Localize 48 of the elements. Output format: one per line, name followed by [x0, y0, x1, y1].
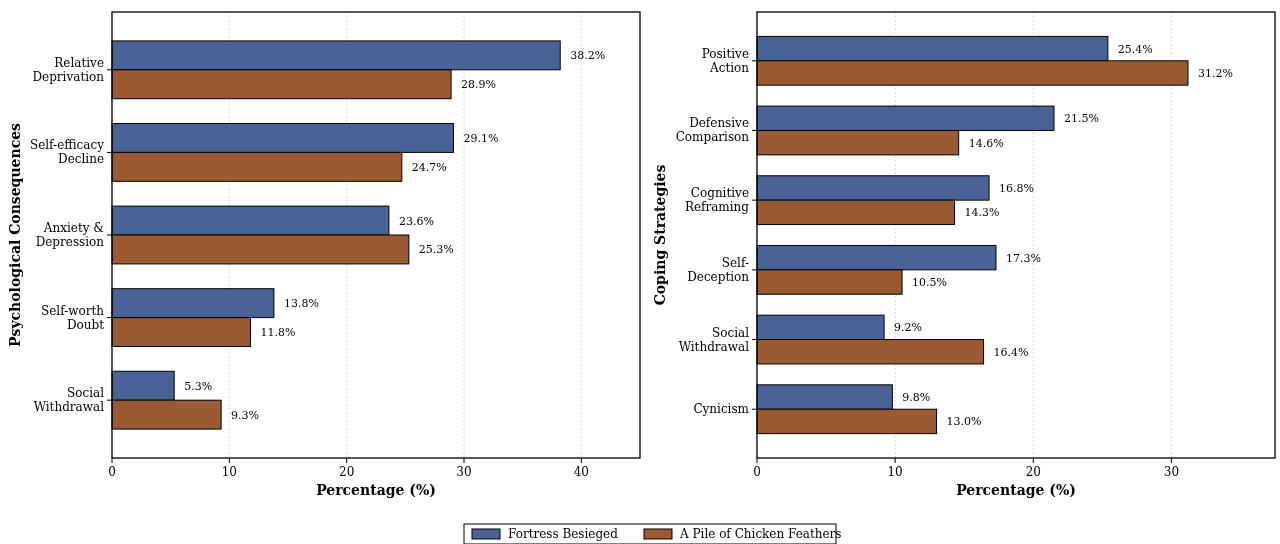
data-label: 25.4% [1117, 42, 1153, 56]
x-axis-title: Percentage (%) [956, 482, 1076, 498]
y-tick-label: Self- Deception [687, 255, 750, 284]
y-tick-label: Cynicism [693, 402, 750, 417]
x-tick-label: 0 [108, 465, 116, 479]
legend-label: A Pile of Chicken Feathers [679, 527, 842, 541]
x-axis-title: Percentage (%) [316, 482, 436, 498]
data-label: 38.2% [570, 49, 606, 63]
data-label: 16.4% [993, 345, 1029, 359]
data-label: 14.6% [968, 136, 1004, 150]
x-tick-label: 0 [753, 465, 761, 479]
data-label: 16.8% [999, 181, 1035, 195]
data-label: 5.3% [184, 379, 213, 393]
y-axis-title: Coping Strategies [652, 164, 668, 306]
x-tick-label: 10 [887, 465, 903, 479]
data-label: 17.3% [1005, 251, 1041, 265]
y-axis-title: Psychological Consequences [7, 122, 23, 347]
y-tick-label: Self-efficacy Decline [29, 138, 105, 167]
data-label: 9.8% [902, 391, 931, 405]
data-label: 21.5% [1063, 112, 1099, 126]
x-tick-label: 20 [1025, 465, 1041, 479]
data-label: 13.0% [946, 415, 982, 429]
data-label: 10.5% [912, 276, 947, 290]
data-label: 25.3% [418, 243, 454, 257]
x-tick-label: 20 [339, 465, 355, 479]
y-tick-label: Positive Action [701, 46, 750, 75]
x-tick-label: 30 [1163, 465, 1180, 479]
y-tick-label: Cognitive Reframing [684, 186, 750, 215]
x-tick-label: 10 [221, 465, 237, 479]
data-label: 14.3% [964, 206, 1000, 220]
data-label: 11.8% [260, 326, 296, 340]
y-tick-label: Social Withdrawal [678, 325, 750, 354]
data-label: 24.7% [411, 160, 447, 174]
data-label: 28.9% [461, 78, 497, 92]
y-tick-label: Self-worth Doubt [40, 303, 105, 332]
y-tick-label: Defensive Comparison [675, 116, 750, 145]
y-tick-label: Social Withdrawal [33, 386, 105, 415]
y-tick-label: Relative Deprivation [32, 55, 105, 84]
data-label: 9.3% [231, 408, 260, 422]
x-tick-label: 40 [573, 465, 589, 479]
y-tick-label: Anxiety & Depression [35, 221, 105, 249]
data-label: 23.6% [398, 214, 434, 228]
legend-label: Fortress Besieged [508, 527, 619, 541]
x-tick-label: 30 [456, 465, 472, 479]
data-label: 31.2% [1197, 66, 1233, 80]
data-label: 9.2% [894, 321, 923, 335]
data-label: 29.1% [463, 131, 499, 145]
data-label: 13.8% [283, 297, 319, 311]
